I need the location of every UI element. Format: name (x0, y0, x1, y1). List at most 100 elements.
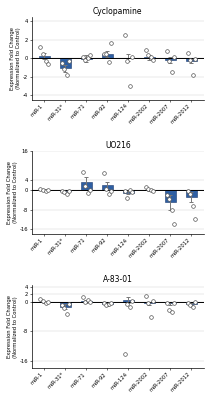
Point (170, 206, 173, 213)
Point (88, 186, 92, 193)
Point (39, 186, 42, 192)
Point (46, 60, 50, 67)
Point (81, 168, 84, 175)
Bar (165, 190, 176, 202)
Point (151, 57, 155, 63)
Point (102, 170, 105, 176)
Point (151, 298, 155, 304)
Point (107, 301, 110, 308)
Point (191, 304, 194, 310)
Point (170, 69, 173, 75)
Y-axis label: Expression Fold Change
(Normalized to Control): Expression Fold Change (Normalized to Co… (7, 295, 18, 358)
Point (193, 56, 197, 62)
Point (146, 186, 150, 192)
Bar (186, 302, 197, 304)
Point (62, 66, 66, 72)
Point (104, 186, 108, 192)
Point (188, 302, 192, 308)
Point (60, 302, 63, 308)
Point (165, 192, 168, 199)
Point (186, 50, 189, 56)
Title: UO216: UO216 (105, 141, 131, 150)
Point (67, 301, 71, 308)
Point (165, 300, 168, 306)
Point (173, 54, 176, 60)
Point (88, 298, 92, 305)
Bar (123, 190, 134, 192)
Point (44, 187, 47, 194)
Bar (60, 302, 70, 307)
Point (81, 294, 84, 300)
Bar (81, 301, 92, 302)
Point (41, 50, 45, 57)
Point (146, 300, 150, 306)
Point (186, 188, 189, 194)
Point (41, 298, 45, 304)
Bar (165, 302, 176, 303)
Point (46, 187, 50, 193)
Point (165, 48, 168, 54)
Point (188, 57, 192, 63)
Point (168, 307, 171, 313)
Point (107, 191, 110, 198)
Point (193, 299, 197, 306)
Bar (60, 58, 70, 68)
Point (130, 189, 134, 195)
Bar (102, 185, 113, 190)
Bar (186, 58, 197, 61)
Y-axis label: Expression Fold Change
(Normalized to Control): Expression Fold Change (Normalized to Co… (10, 27, 21, 90)
Point (110, 300, 113, 306)
Point (149, 186, 152, 193)
Point (125, 195, 129, 201)
Point (144, 292, 147, 299)
Point (191, 203, 194, 209)
Point (86, 297, 89, 304)
Point (65, 72, 68, 78)
Point (102, 300, 105, 306)
Bar (60, 190, 70, 191)
Point (170, 309, 173, 315)
Bar (39, 56, 50, 58)
Point (83, 183, 87, 190)
Point (83, 299, 87, 305)
Point (146, 51, 150, 58)
Point (60, 188, 63, 194)
Point (104, 50, 108, 57)
Point (168, 196, 171, 202)
Point (102, 50, 105, 57)
Point (168, 58, 171, 64)
Bar (102, 302, 113, 304)
Point (186, 300, 189, 306)
Point (144, 184, 147, 190)
Point (44, 299, 47, 306)
Point (65, 191, 68, 198)
Point (188, 191, 192, 198)
Point (149, 314, 152, 320)
Bar (165, 58, 176, 60)
Point (128, 83, 131, 89)
Point (123, 350, 126, 357)
Point (110, 39, 113, 46)
Point (88, 52, 92, 59)
Bar (81, 58, 92, 59)
Point (130, 298, 134, 305)
Point (62, 305, 66, 312)
Point (62, 189, 66, 195)
Point (173, 299, 176, 306)
Point (65, 310, 68, 317)
Bar (144, 57, 155, 58)
Point (41, 186, 45, 193)
Bar (102, 54, 113, 58)
Point (67, 58, 71, 64)
Point (83, 57, 87, 63)
Point (191, 72, 194, 78)
Bar (81, 182, 92, 190)
Title: Cyclopamine: Cyclopamine (93, 7, 143, 16)
Point (173, 221, 176, 228)
Point (130, 54, 134, 60)
Point (46, 298, 50, 305)
Point (60, 60, 63, 66)
Title: A-83-01: A-83-01 (103, 276, 133, 284)
Point (81, 54, 84, 60)
Bar (123, 300, 134, 302)
